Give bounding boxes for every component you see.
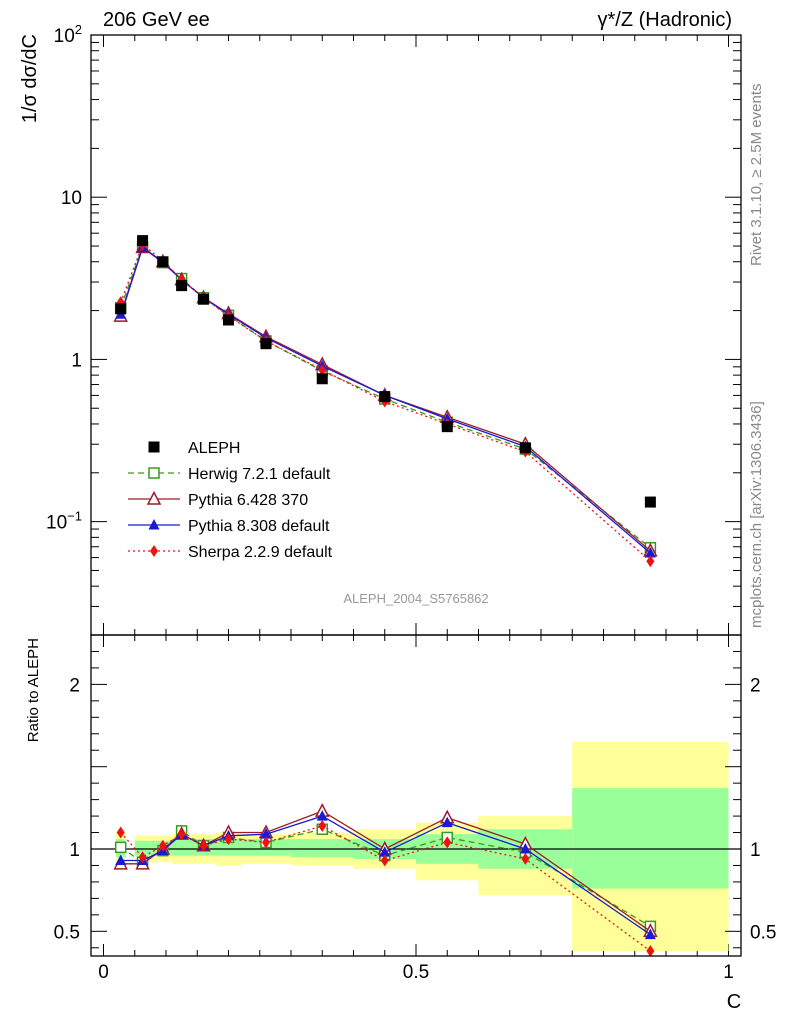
x-tick-label: 0 [98,962,109,983]
main-series-line [120,243,651,562]
ratio-series-point [646,945,655,958]
x-tick-label: 1 [723,962,734,983]
data-point [198,293,209,305]
ratio-series-point [116,826,125,839]
ratio-y-tick-label-right: 1 [750,840,761,861]
ratio-series-point [115,854,127,866]
ratio-series-point [260,828,272,839]
stat-uncertainty-band [572,788,729,889]
ratio-series-point [441,816,453,828]
data-point [137,235,149,247]
data-point [157,256,169,268]
main-series-point [644,547,656,558]
y-tick-label: 10 [61,188,82,209]
rivet-side-label: Rivet 3.1.10, ≥ 2.5M events [748,84,765,267]
ratio-series-point [224,833,233,846]
legend-label: Herwig 7.2.1 default [188,466,331,483]
y-tick-label: 102 [54,22,82,47]
data-point [115,303,127,315]
x-tick-label: 0.5 [403,962,429,983]
ratio-series-point [114,841,127,854]
legend-marker [148,519,160,530]
data-point [316,373,328,385]
main-series-point [318,364,327,377]
main-y-axis-label: 1/σ dσ/dC [19,34,41,123]
ratio-series-point [379,846,391,857]
data-point [260,338,272,350]
stat-uncertainty-band [216,839,241,856]
data-point [379,391,391,403]
ratio-series-point [177,828,186,841]
legend-label: Sherpa 2.2.9 default [188,544,333,561]
watermark-label: ALEPH_2004_S5765862 [343,591,488,606]
ratio-series-point [380,854,389,867]
data-point [519,442,531,454]
ratio-y-tick-label-right: 0.5 [750,922,776,943]
legend-marker [146,490,162,505]
ratio-series-point [644,928,656,940]
ratio-panel: 0 0.5 1 2 2 1 1 0.5 0.5 [54,634,776,983]
stat-uncertainty-band [172,839,191,856]
header-left-label: 206 GeV ee [103,9,210,31]
x-axis-label: C [727,991,741,1013]
ratio-series-point [318,819,327,832]
data-point [644,496,656,508]
ratio-frame [90,634,742,957]
mcplots-side-label: mcplots.cern.ch [arXiv:1306.3436] [748,401,765,628]
legend: ALEPH Herwig 7.2.1 default Pythia 6.428 37… [128,440,333,561]
legend-marker [148,467,160,479]
legend-label: ALEPH [188,440,240,457]
ratio-y-tick-label: 1 [69,840,80,861]
data-point [441,421,453,433]
main-series-point [646,555,655,568]
data-point [223,314,234,326]
ratio-series-point [519,843,531,854]
legend-marker [150,545,158,557]
legend-label: Pythia 8.308 default [188,518,330,535]
main-panel: 102 10 1 10−1 [46,22,742,956]
legend-marker [148,441,160,453]
data-point [176,280,188,292]
ratio-y-tick-label: 2 [69,675,80,696]
ratio-series-point [521,852,530,865]
ratio-series-point [158,839,167,852]
ratio-series-point [443,836,452,849]
y-tick-label: 10−1 [46,509,82,534]
ratio-series-point [262,836,270,849]
stat-uncertainty-band [291,839,354,858]
ratio-series-point [316,810,328,821]
header-right-label: γ*/Z (Hadronic) [598,9,732,31]
ratio-y-axis-label: Ratio to ALEPH [25,638,42,742]
ratio-series-point [199,839,208,852]
main-series-line [120,245,651,549]
y-tick-label: 1 [71,350,82,371]
ratio-series-point [138,851,147,864]
ratio-y-tick-label-right: 2 [750,675,761,696]
ratio-y-tick-label: 0.5 [54,922,80,943]
legend-label: Pythia 6.428 370 [188,492,308,509]
